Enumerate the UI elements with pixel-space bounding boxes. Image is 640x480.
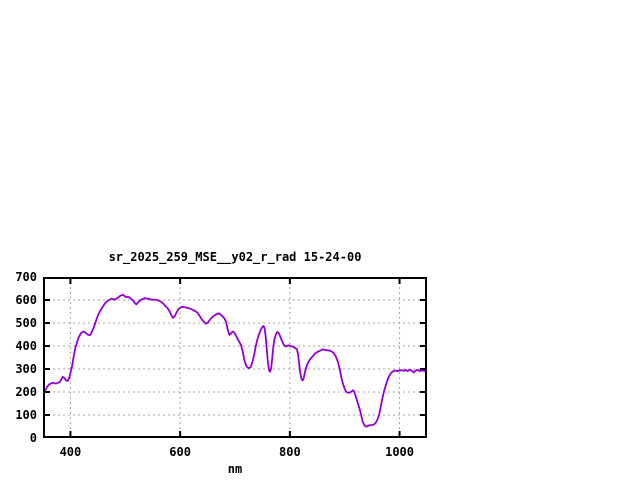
x-axis-label: nm xyxy=(227,462,243,476)
y-tick-label: 100 xyxy=(15,408,37,422)
y-tick-label: 0 xyxy=(29,431,37,445)
plot-area xyxy=(43,277,427,438)
y-tick-label: 300 xyxy=(15,362,37,376)
plot-border xyxy=(43,277,427,438)
data-line xyxy=(43,294,427,428)
y-tick-label: 500 xyxy=(15,316,37,330)
x-tick-label: 800 xyxy=(279,445,301,459)
y-tick-label: 700 xyxy=(15,270,37,284)
x-tick-label: 1000 xyxy=(385,445,415,459)
y-tick-label: 400 xyxy=(15,339,37,353)
x-tick-label: 400 xyxy=(59,445,82,459)
plot-svg xyxy=(43,277,427,438)
chart-title: sr_2025_259_MSE__y02_r_rad 15-24-00 xyxy=(108,250,362,264)
y-tick-label: 200 xyxy=(15,385,37,399)
y-tick-label: 600 xyxy=(15,293,37,307)
x-tick-label: 600 xyxy=(169,445,191,459)
